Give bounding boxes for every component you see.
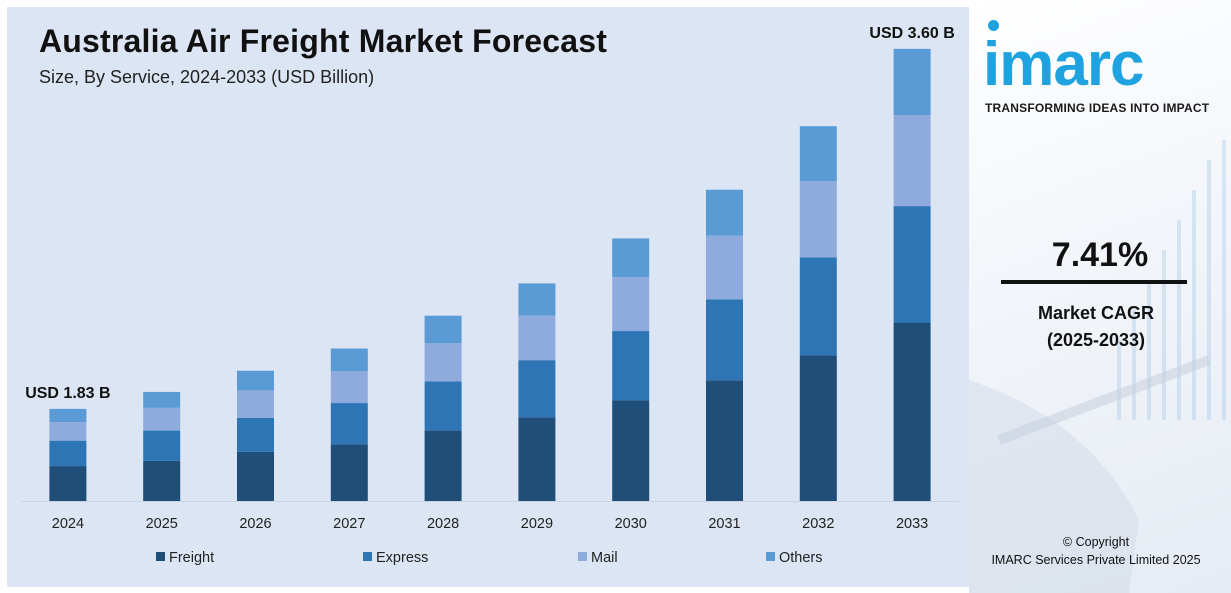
x-tick-label-2025: 2025 <box>146 516 178 532</box>
bar-others-2031 <box>706 189 743 236</box>
data-label-2024: USD 1.83 B <box>25 385 110 402</box>
bar-freight-2025 <box>143 460 181 501</box>
bar-others-2029 <box>518 283 556 316</box>
bar-freight-2033 <box>893 322 931 501</box>
side-panel: imarc TRANSFORMING IDEAS INTO IMPACT 7.4… <box>969 0 1231 593</box>
bar-express-2032 <box>799 257 837 356</box>
cagr-label: Market CAGR (2025-2033) <box>969 300 1223 354</box>
bar-freight-2028 <box>424 430 462 501</box>
bar-mail-2027 <box>330 371 368 404</box>
bar-express-2033 <box>893 206 931 323</box>
bar-freight-2026 <box>237 451 274 501</box>
x-tick-label-2026: 2026 <box>239 516 271 532</box>
x-tick-label-2032: 2032 <box>802 516 834 532</box>
x-tick-label-2027: 2027 <box>333 516 365 532</box>
bar-others-2028 <box>424 315 462 344</box>
bar-mail-2031 <box>706 235 743 300</box>
bar-mail-2026 <box>237 390 274 418</box>
bar-others-2027 <box>330 348 368 372</box>
bar-express-2024 <box>49 440 87 467</box>
bar-others-2030 <box>612 238 650 278</box>
legend-swatch-others <box>766 552 775 561</box>
bar-freight-2032 <box>799 355 837 501</box>
imarc-logo: imarc <box>983 30 1144 99</box>
bar-express-2028 <box>424 381 462 431</box>
x-tick-label-2030: 2030 <box>615 516 647 532</box>
x-tick-label-2033: 2033 <box>896 516 928 532</box>
bar-others-2032 <box>799 126 837 182</box>
bar-express-2027 <box>330 403 368 445</box>
x-tick-label-2031: 2031 <box>708 516 740 532</box>
bar-mail-2029 <box>518 315 556 361</box>
chart-subtitle: Size, By Service, 2024-2033 (USD Billion… <box>39 67 375 87</box>
legend-label-mail: Mail <box>591 550 618 566</box>
cagr-label-period: (2025-2033) <box>1046 330 1146 350</box>
chart-panel: Australia Air Freight Market Forecast Si… <box>7 7 969 587</box>
decorative-background-graphic <box>969 140 1226 593</box>
x-tick-label-2024: 2024 <box>52 516 84 532</box>
bar-mail-2028 <box>424 343 462 382</box>
bar-others-2026 <box>237 370 274 391</box>
legend-label-express: Express <box>376 550 428 566</box>
legend-swatch-freight <box>156 552 165 561</box>
bar-mail-2030 <box>612 277 650 332</box>
cagr-label-line1: Market CAGR <box>1037 303 1155 323</box>
bar-express-2025 <box>143 430 181 461</box>
copyright-line: © Copyright <box>1062 535 1130 549</box>
bar-express-2030 <box>612 331 650 401</box>
logo-dot-icon <box>988 20 999 31</box>
x-tick-label-2028: 2028 <box>427 516 459 532</box>
stacked-bar-chart: 2024 2025 2026 2027 2028 2029 2030 2031 2032 2033… <box>21 25 959 566</box>
bar-mail-2024 <box>49 422 87 441</box>
bar-express-2029 <box>518 360 556 418</box>
bar-freight-2031 <box>706 380 743 501</box>
chart-title: Australia Air Freight Market Forecast <box>39 23 608 59</box>
cagr-divider <box>1001 280 1187 284</box>
bar-freight-2030 <box>612 400 650 501</box>
legend-label-freight: Freight <box>169 550 214 566</box>
bar-freight-2029 <box>518 417 556 501</box>
cagr-value: 7.41% <box>1051 236 1149 274</box>
bar-mail-2033 <box>893 115 931 207</box>
brand-tagline: TRANSFORMING IDEAS INTO IMPACT <box>985 101 1210 115</box>
legend-label-others: Others <box>779 550 823 566</box>
bar-mail-2032 <box>799 181 837 258</box>
copyright-notice: © Copyright IMARC Services Private Limit… <box>969 533 1223 569</box>
legend-swatch-mail <box>578 552 587 561</box>
data-label-2033: USD 3.60 B <box>869 25 954 42</box>
bar-freight-2024 <box>49 466 87 501</box>
company-line: IMARC Services Private Limited 2025 <box>991 553 1201 567</box>
bar-mail-2025 <box>143 407 181 431</box>
bar-express-2026 <box>237 417 274 452</box>
bar-express-2031 <box>706 299 743 381</box>
bar-others-2025 <box>143 391 181 408</box>
x-tick-label-2029: 2029 <box>521 516 553 532</box>
bar-others-2024 <box>49 408 87 423</box>
bar-others-2033 <box>893 48 931 116</box>
bar-freight-2027 <box>330 444 368 501</box>
legend-swatch-express <box>363 552 372 561</box>
